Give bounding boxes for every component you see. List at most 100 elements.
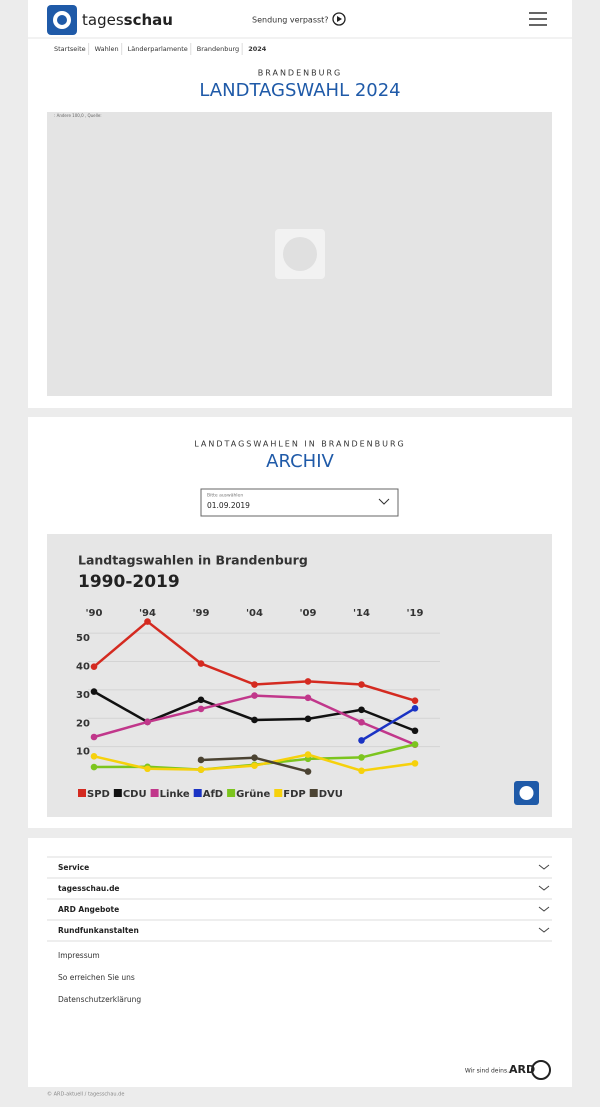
data-point: [304, 694, 312, 702]
logo[interactable]: tagesschau: [47, 5, 173, 35]
logo-text: tagesschau: [82, 11, 173, 29]
x-tick-label: '19: [407, 608, 424, 619]
data-point: [358, 754, 365, 761]
y-tick-label: 50: [76, 633, 90, 644]
data-point: [197, 756, 205, 764]
data-point: [304, 715, 312, 723]
breadcrumb-item[interactable]: Länderparlamente: [128, 45, 188, 53]
menu-button[interactable]: [529, 12, 547, 26]
select[interactable]: Bitte auswählen 01.09.2019: [200, 488, 399, 517]
select-value: 01.09.2019: [207, 501, 250, 510]
footer-card: [28, 838, 572, 1087]
y-tick-label: 40: [76, 662, 90, 673]
data-point: [251, 692, 258, 699]
footer-section[interactable]: tagesschau.de: [58, 884, 120, 893]
x-tick-label: '09: [300, 608, 317, 619]
data-point: [251, 762, 258, 769]
section-title: LANDTAGSWAHL 2024: [199, 80, 400, 101]
chevron: [378, 498, 390, 505]
legend-swatch: [150, 789, 159, 797]
select-box: [200, 488, 399, 517]
data-point: [304, 751, 312, 758]
data-point: [304, 768, 312, 775]
footer-link[interactable]: So erreichen Sie uns: [58, 973, 135, 982]
legend-label: SPD: [87, 789, 110, 800]
data-point: [411, 760, 419, 767]
chart: Landtagswahlen in Brandenburg 1990-2019 …: [47, 534, 552, 817]
legend-label: CDU: [123, 789, 147, 800]
chevron: [538, 906, 550, 912]
legend-swatch: [309, 789, 318, 797]
series-line: [360, 707, 416, 742]
breadcrumb: Startseite Wahlen Länderparlamente Brandenb…: [54, 43, 267, 55]
slogan: Wir sind deins.: [465, 1068, 509, 1075]
data-point: [144, 765, 151, 773]
footer-section[interactable]: Rundfunkanstalten: [58, 926, 139, 935]
data-point: [197, 696, 205, 704]
breadcrumb-item[interactable]: Startseite: [54, 45, 86, 53]
footer-section[interactable]: Service: [58, 863, 89, 872]
play-triangle: [337, 16, 342, 22]
chart-title: Landtagswahlen in Brandenburg: [78, 553, 308, 568]
data-point: [90, 752, 98, 760]
legend-swatch: [193, 789, 202, 797]
placeholder-globe: [283, 237, 317, 271]
x-tick-label: '14: [353, 608, 370, 619]
breadcrumb-item[interactable]: Brandenburg: [197, 45, 239, 53]
legend-label: Linke: [160, 789, 190, 800]
play-icon: [332, 12, 346, 26]
logo-bold: schau: [124, 11, 173, 29]
data-point: [411, 697, 419, 704]
kicker: LANDTAGSWAHLEN IN BRANDENBURG: [194, 440, 406, 449]
x-tick-label: '90: [86, 608, 103, 619]
data-point: [251, 716, 258, 724]
chart-subtitle: 1990-2019: [78, 572, 180, 592]
x-tick-label: '99: [193, 608, 210, 619]
data-point: [197, 705, 205, 713]
x-tick-label: '94: [139, 608, 156, 619]
chevron: [538, 864, 550, 870]
section-title: ARCHIV: [266, 451, 334, 472]
logo-light: tages: [82, 11, 124, 29]
data-point: [358, 681, 365, 688]
data-point: [90, 763, 98, 771]
data-point: [90, 733, 98, 741]
breadcrumb-item[interactable]: 2024: [248, 45, 267, 53]
data-point: [411, 705, 419, 712]
chart-logo-globe: [519, 786, 534, 800]
data-point: [358, 706, 365, 714]
y-tick-label: 20: [76, 718, 90, 729]
data-point: [90, 663, 98, 670]
footer-section[interactable]: ARD Angebote: [58, 905, 119, 914]
footer-link[interactable]: Datenschutzerklärung: [58, 995, 141, 1004]
ard-brand: ARD: [509, 1063, 535, 1076]
data-point: [411, 741, 419, 748]
missed-link[interactable]: Sendung verpasst?: [252, 12, 346, 26]
breadcrumb-item[interactable]: Wahlen: [95, 45, 119, 53]
x-tick-label: '04: [246, 608, 263, 619]
data-point: [197, 660, 205, 667]
legend-label: AfD: [203, 789, 223, 800]
legend-swatch: [113, 789, 122, 797]
data-point: [251, 754, 258, 761]
legend-swatch: [78, 789, 86, 797]
ard-logo: [531, 1060, 551, 1080]
legend-swatch: [227, 789, 236, 797]
y-tick-label: 10: [76, 747, 90, 758]
data-point: [358, 737, 365, 744]
copyright: © ARD-aktuell / tagesschau.de: [47, 1091, 124, 1098]
footer-nav: Service tagesschau.de ARD Angebote Rundfunk…: [47, 856, 552, 1004]
missed-text: Sendung verpasst?: [252, 16, 329, 25]
data-point: [251, 681, 258, 688]
y-tick-label: 30: [76, 690, 90, 701]
footer-link[interactable]: Impressum: [58, 951, 100, 960]
logo-globe-inner: [57, 15, 67, 25]
image-alt: : Andere 100,0 , Quelle:: [54, 113, 102, 118]
data-point: [358, 718, 365, 726]
data-point: [358, 767, 365, 775]
chevron: [538, 927, 550, 933]
kicker: BRANDENBURG: [258, 69, 342, 78]
